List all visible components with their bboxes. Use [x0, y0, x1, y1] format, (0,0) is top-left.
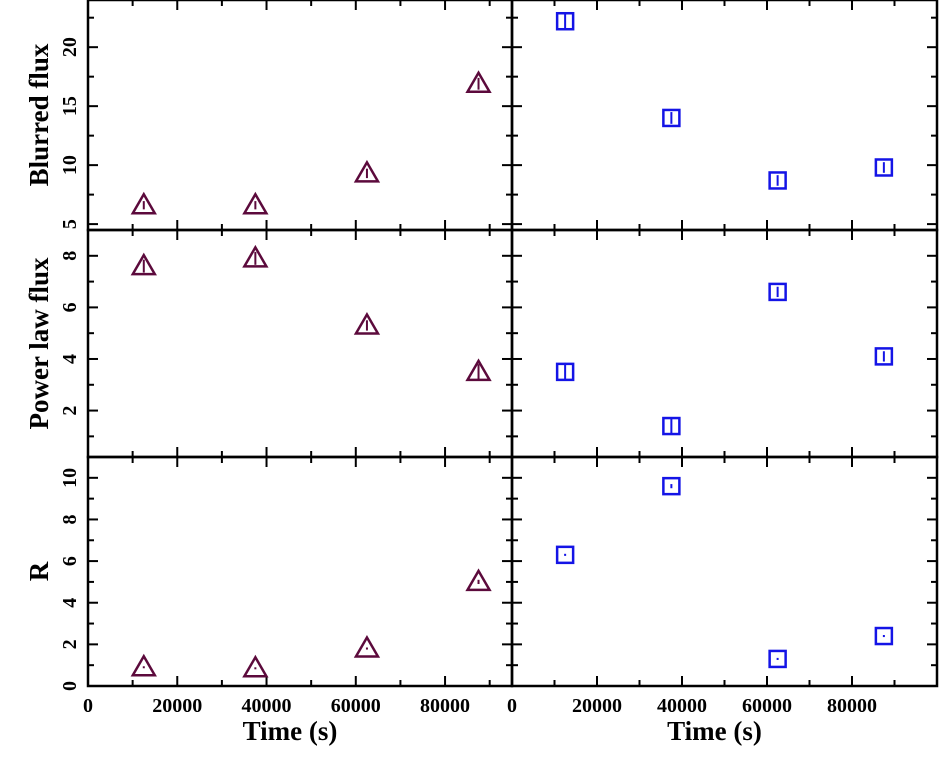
triangle-marker — [242, 191, 269, 215]
panel-power-law-flux-left: 2 4 6 8 Power law flux — [24, 228, 514, 459]
y-tick-label: 20 — [59, 37, 81, 57]
triangle-marker — [353, 159, 381, 183]
x-tick-label: 80000 — [827, 695, 877, 717]
y-tick-label: 6 — [59, 556, 81, 566]
y-tick-label: 4 — [59, 598, 81, 608]
y-axis-label: R — [24, 561, 54, 581]
panel-blurred-flux-right — [510, 0, 939, 232]
y-tick-label: 10 — [59, 468, 81, 488]
y-tick-label: 6 — [59, 302, 81, 312]
panel-frame — [510, 0, 939, 232]
y-tick-label: 2 — [59, 406, 81, 416]
triangle-marker — [465, 70, 492, 93]
triangle-marker — [465, 568, 492, 592]
x-axis-label: Time (s) — [243, 716, 338, 746]
panel-frame — [86, 228, 514, 459]
square-marker — [874, 347, 894, 366]
y-axis-label: Power law flux — [24, 257, 54, 429]
x-tick-label: 40000 — [242, 695, 292, 717]
x-tick-label: 0 — [507, 695, 517, 717]
x-tick-label: 60000 — [331, 695, 381, 717]
triangle-marker — [130, 653, 157, 677]
panel-frame — [86, 455, 514, 688]
square-marker — [555, 545, 575, 565]
square-marker — [662, 108, 681, 128]
y-tick-label: 2 — [59, 639, 81, 649]
square-marker — [662, 416, 681, 436]
panel-r-left: 0 2 4 6 8 10 R 0 20000 40000 60000 80000 Time (s) — [24, 455, 514, 746]
triangle-marker — [353, 635, 381, 658]
square-marker — [874, 158, 894, 177]
x-tick-label: 80000 — [420, 695, 470, 717]
triangle-marker — [130, 252, 157, 276]
y-tick-label: 0 — [59, 681, 81, 691]
square-marker — [768, 171, 787, 190]
panel-r-right: 0 20000 40000 60000 80000 Time (s) — [507, 455, 939, 746]
square-marker — [768, 282, 787, 302]
square-marker — [555, 11, 575, 31]
panel-power-law-flux-right — [510, 228, 939, 459]
y-axis-label: Blurred flux — [24, 43, 54, 186]
x-tick-label: 20000 — [572, 695, 622, 717]
panel-frame — [510, 455, 939, 688]
x-tick-label: 60000 — [742, 695, 792, 717]
y-tick-label: 10 — [59, 155, 81, 175]
y-tick-label: 8 — [59, 251, 81, 261]
x-tick-label: 20000 — [152, 695, 202, 717]
square-marker — [662, 476, 681, 496]
triangle-marker — [130, 191, 157, 215]
y-tick-label: 8 — [59, 514, 81, 524]
triangle-marker — [465, 358, 492, 382]
triangle-marker — [353, 311, 381, 335]
panel-frame — [86, 0, 514, 232]
panel-frame — [510, 228, 939, 459]
square-marker — [768, 649, 787, 669]
x-axis-label: Time (s) — [667, 716, 762, 746]
y-tick-label: 4 — [59, 354, 81, 364]
y-tick-label: 5 — [59, 219, 81, 229]
triangle-marker — [242, 244, 269, 268]
y-tick-label: 15 — [59, 96, 81, 116]
x-tick-label: 0 — [83, 695, 93, 717]
square-marker — [874, 626, 894, 646]
x-tick-label: 40000 — [657, 695, 707, 717]
triangle-marker — [242, 654, 269, 678]
